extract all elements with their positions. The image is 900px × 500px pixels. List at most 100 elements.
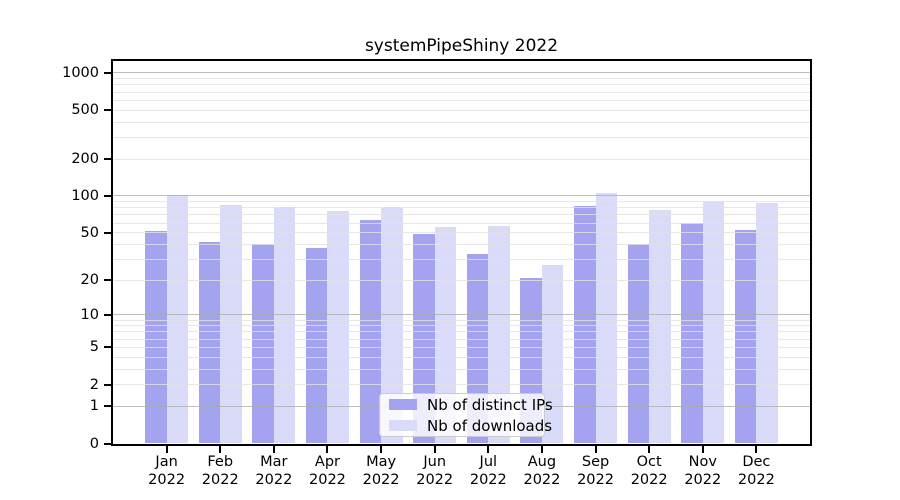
x-tick <box>701 445 704 453</box>
x-tick-label: Apr 2022 <box>309 453 346 488</box>
gridline-major <box>113 314 810 316</box>
x-tick <box>540 445 543 453</box>
y-tick <box>104 109 111 112</box>
gridline-minor <box>113 91 810 93</box>
bar-apr-downloads <box>327 211 349 444</box>
x-tick-label: Aug 2022 <box>523 453 561 488</box>
bar-nov-ips <box>681 223 703 444</box>
x-tick <box>380 445 383 453</box>
bar-feb-downloads <box>220 204 242 444</box>
y-tick-label: 500 <box>71 102 99 119</box>
y-tick-label: 1000 <box>62 64 99 81</box>
bar-feb-ips <box>198 241 221 444</box>
bar-oct-downloads <box>649 209 671 444</box>
gridline-minor <box>113 384 810 386</box>
gridline-minor <box>113 356 810 358</box>
x-tick-label: Jul 2022 <box>469 453 507 488</box>
gridline-minor <box>113 232 810 234</box>
x-tick-label: May 2022 <box>362 453 400 488</box>
legend-swatch-downloads <box>389 420 417 431</box>
gridline-minor <box>113 258 810 260</box>
gridline-minor <box>113 346 810 348</box>
x-tick <box>326 445 329 453</box>
legend-swatch-ips <box>389 399 417 410</box>
y-tick <box>104 383 111 386</box>
x-tick <box>487 445 490 453</box>
x-tick <box>648 445 651 453</box>
y-axis-line <box>111 59 113 446</box>
gridline-minor <box>113 338 810 340</box>
x-tick-label: Mar 2022 <box>255 453 293 488</box>
bar-jan-downloads <box>166 194 189 444</box>
y-tick <box>104 346 111 349</box>
gridline-minor <box>113 99 810 101</box>
y-tick-label: 50 <box>80 224 99 241</box>
bar-mar-downloads <box>273 207 296 444</box>
gridline-minor <box>113 325 810 327</box>
bar-jan-ips <box>145 230 167 444</box>
bar-mar-ips <box>252 244 274 444</box>
y-tick-label: 100 <box>71 187 99 204</box>
y-tick-label: 5 <box>89 339 99 356</box>
gridline-minor <box>113 368 810 370</box>
x-tick-label: Nov 2022 <box>684 453 722 488</box>
x-tick <box>165 445 168 453</box>
gridline-major <box>113 195 810 197</box>
bar-may-ips <box>359 220 382 444</box>
y-tick <box>104 231 111 234</box>
gridline-minor <box>113 136 810 138</box>
x-tick <box>272 445 275 453</box>
chart-title: systemPipeShiny 2022 <box>364 36 559 56</box>
x-tick-label: Jun 2022 <box>416 453 454 488</box>
x-tick <box>433 445 436 453</box>
gridline-minor <box>113 158 810 160</box>
legend-item-distinct-ips: Nb of distinct IPs <box>389 396 553 414</box>
legend-label-downloads: Nb of downloads <box>427 416 553 435</box>
y-tick-label: 10 <box>80 306 99 323</box>
y-tick <box>104 313 111 316</box>
y-tick-label: 1 <box>89 398 99 415</box>
gridline-minor <box>113 222 810 224</box>
gridline-minor <box>113 319 810 321</box>
gridline-minor <box>113 207 810 209</box>
x-tick <box>755 445 758 453</box>
gridline-minor <box>113 84 810 86</box>
gridline-minor <box>113 201 810 203</box>
gridline-minor <box>113 78 810 80</box>
right-spine <box>810 59 812 446</box>
bar-oct-ips <box>627 244 650 444</box>
legend: Nb of distinct IPs Nb of downloads <box>379 393 553 437</box>
y-tick-label: 200 <box>71 151 99 168</box>
gridline-minor <box>113 109 810 111</box>
gridline-minor <box>113 243 810 245</box>
legend-label-ips: Nb of distinct IPs <box>427 395 553 414</box>
x-tick-label: Jan 2022 <box>148 453 186 488</box>
x-tick <box>219 445 222 453</box>
y-tick-label: 0 <box>89 435 99 452</box>
x-tick-label: Oct 2022 <box>630 453 668 488</box>
x-tick <box>594 445 597 453</box>
gridline-minor <box>113 331 810 333</box>
legend-item-downloads: Nb of downloads <box>389 417 552 435</box>
bar-sep-ips <box>574 205 596 444</box>
y-tick-label: 20 <box>80 272 99 289</box>
bar-nov-downloads <box>702 200 725 444</box>
gridline-minor <box>113 121 810 123</box>
gridline-minor <box>113 214 810 216</box>
y-tick-label: 2 <box>89 376 99 393</box>
gridline-minor <box>113 279 810 281</box>
bar-dec-downloads <box>756 202 778 444</box>
x-axis-line <box>111 443 812 446</box>
x-tick-label: Feb 2022 <box>201 453 239 488</box>
y-tick <box>104 279 111 282</box>
y-tick <box>104 158 111 161</box>
bar-dec-ips <box>734 229 757 444</box>
x-tick-label: Dec 2022 <box>737 453 775 488</box>
top-spine <box>111 59 812 61</box>
x-tick-label: Sep 2022 <box>577 453 614 488</box>
bar-sep-downloads <box>595 193 617 444</box>
y-tick <box>104 71 111 74</box>
bar-apr-ips <box>306 248 328 444</box>
y-tick <box>104 194 111 197</box>
